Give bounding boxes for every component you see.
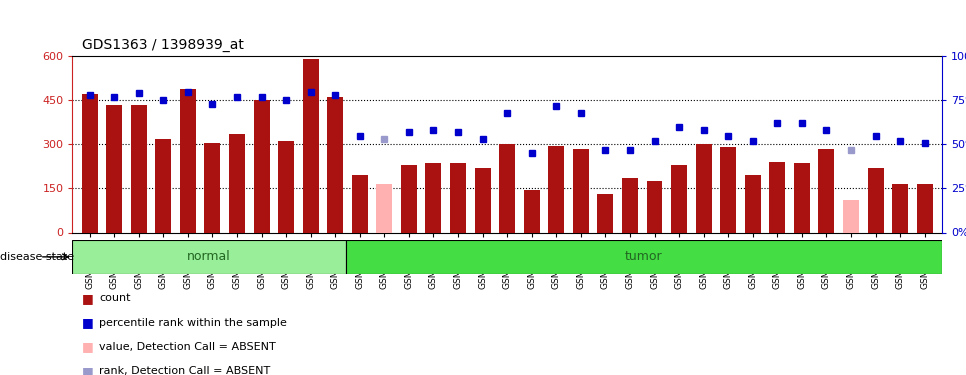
Bar	[794, 164, 810, 232]
Bar	[622, 178, 638, 232]
Bar	[253, 100, 270, 232]
Bar	[818, 149, 835, 232]
Bar	[205, 143, 220, 232]
Text: rank, Detection Call = ABSENT: rank, Detection Call = ABSENT	[99, 366, 270, 375]
Text: ■: ■	[82, 365, 94, 375]
Text: value, Detection Call = ABSENT: value, Detection Call = ABSENT	[99, 342, 276, 352]
Bar	[156, 139, 171, 232]
Bar	[346, 240, 942, 274]
Bar	[425, 164, 441, 232]
Bar	[327, 98, 343, 232]
Bar	[72, 240, 346, 274]
Bar	[696, 144, 712, 232]
Text: tumor: tumor	[625, 251, 663, 263]
Text: disease state: disease state	[0, 252, 74, 262]
Bar	[843, 200, 859, 232]
Text: percentile rank within the sample: percentile rank within the sample	[99, 318, 287, 327]
Bar	[130, 105, 147, 232]
Bar	[646, 181, 663, 232]
Bar	[917, 184, 932, 232]
Bar	[671, 165, 687, 232]
Bar	[106, 105, 122, 232]
Bar	[745, 175, 761, 232]
Text: GDS1363 / 1398939_at: GDS1363 / 1398939_at	[82, 39, 244, 53]
Bar	[721, 147, 736, 232]
Bar	[180, 88, 196, 232]
Bar	[450, 164, 466, 232]
Bar	[893, 184, 908, 232]
Text: ■: ■	[82, 316, 94, 329]
Text: normal: normal	[187, 251, 231, 263]
Text: count: count	[99, 293, 131, 303]
Bar	[769, 162, 785, 232]
Bar	[377, 184, 392, 232]
Bar	[401, 165, 417, 232]
Bar	[229, 134, 245, 232]
Bar	[524, 190, 540, 232]
Bar	[82, 94, 98, 232]
Bar	[549, 146, 564, 232]
Bar	[499, 144, 515, 232]
Text: ■: ■	[82, 292, 94, 304]
Bar	[597, 194, 613, 232]
Bar	[278, 141, 294, 232]
Bar	[474, 168, 491, 232]
Bar	[302, 59, 319, 232]
Text: ■: ■	[82, 340, 94, 353]
Bar	[352, 175, 368, 232]
Bar	[573, 149, 589, 232]
Bar	[867, 168, 884, 232]
